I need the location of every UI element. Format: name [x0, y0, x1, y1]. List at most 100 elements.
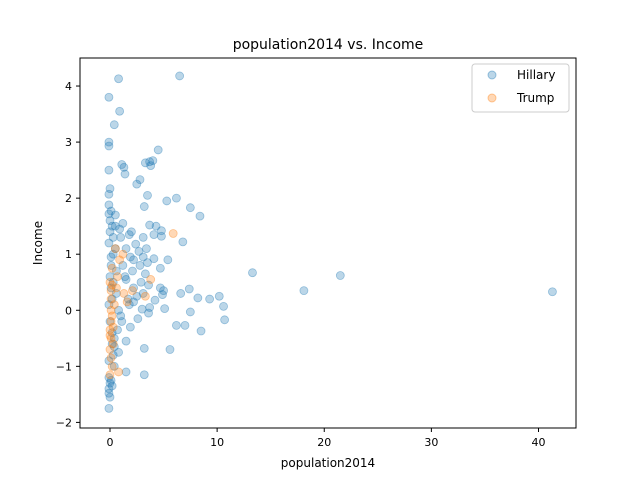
- data-point-hillary: [117, 160, 127, 169]
- data-point-hillary: [129, 255, 138, 265]
- data-point-trump: [107, 263, 117, 273]
- data-point-trump: [105, 325, 115, 335]
- data-point-hillary: [155, 283, 165, 293]
- data-point-hillary: [106, 375, 116, 385]
- data-point-hillary: [105, 272, 115, 282]
- data-point-hillary: [127, 227, 136, 237]
- data-point-hillary: [104, 189, 114, 199]
- data-point-hillary: [107, 221, 117, 231]
- data-point-hillary: [105, 392, 115, 402]
- data-point-hillary: [109, 361, 119, 371]
- data-point-hillary: [139, 202, 149, 211]
- data-point-hillary: [142, 244, 151, 254]
- data-point-hillary: [115, 224, 125, 234]
- y-axis-label: Income: [31, 221, 45, 265]
- data-point-hillary: [104, 238, 114, 248]
- data-point-hillary: [145, 157, 155, 167]
- data-point-hillary: [157, 231, 166, 241]
- data-point-hillary: [107, 339, 117, 349]
- data-point-trump: [114, 367, 123, 377]
- data-point-hillary: [196, 326, 206, 336]
- data-point-hillary: [114, 347, 123, 357]
- data-point-hillary: [155, 263, 165, 273]
- data-point-hillary: [139, 370, 149, 380]
- data-point-trump: [112, 283, 121, 293]
- legend-marker-trump: [487, 93, 497, 103]
- data-point-hillary: [104, 388, 114, 398]
- data-point-hillary: [140, 158, 150, 168]
- data-point-hillary: [149, 230, 159, 239]
- data-point-hillary: [135, 261, 145, 270]
- data-point-trump: [118, 249, 128, 259]
- data-point-hillary: [144, 308, 153, 318]
- data-point-hillary: [165, 345, 175, 354]
- y-tick-label: 2: [65, 192, 72, 205]
- y-axis: −2 −1 0 1 2 3 4: [56, 80, 80, 429]
- data-point-hillary: [143, 190, 152, 200]
- data-point-hillary: [140, 269, 150, 279]
- data-point-hillary: [175, 71, 185, 81]
- data-point-hillary: [106, 283, 116, 293]
- data-point-hillary: [121, 336, 131, 346]
- x-axis: 0 10 20 30 40: [106, 428, 546, 449]
- data-point-hillary: [299, 286, 309, 296]
- data-point-hillary: [124, 300, 134, 310]
- data-point-hillary: [112, 266, 121, 276]
- x-tick-label: 0: [106, 436, 113, 449]
- data-point-trump: [106, 286, 116, 296]
- data-point-hillary: [129, 297, 138, 307]
- data-point-hillary: [193, 293, 203, 303]
- data-point-trump: [107, 311, 117, 321]
- data-point-hillary: [185, 203, 195, 213]
- data-point-hillary: [104, 165, 114, 175]
- data-point-hillary: [104, 141, 114, 151]
- legend-marker-hillary: [487, 70, 497, 80]
- data-point-trump: [106, 333, 116, 343]
- data-point-hillary: [128, 266, 137, 276]
- axes-frame: [79, 57, 577, 429]
- data-point-hillary: [178, 237, 188, 247]
- data-point-hillary: [114, 305, 123, 315]
- data-point-hillary: [195, 211, 205, 221]
- data-point-hillary: [133, 314, 143, 324]
- data-point-trump: [105, 331, 115, 340]
- x-tick-label: 20: [317, 436, 331, 449]
- data-point-hillary: [105, 317, 115, 326]
- legend-label-hillary: Hillary: [517, 68, 555, 82]
- data-point-hillary: [108, 350, 118, 360]
- data-point-hillary: [146, 161, 156, 171]
- x-tick-label: 40: [532, 436, 546, 449]
- data-point-hillary: [180, 321, 190, 330]
- data-point-hillary: [106, 261, 116, 270]
- data-point-hillary: [104, 300, 114, 310]
- data-point-hillary: [108, 232, 118, 242]
- data-point-hillary: [138, 289, 148, 298]
- data-point-hillary: [145, 220, 155, 230]
- y-tick-label: −2: [56, 416, 72, 429]
- data-point-hillary: [104, 373, 114, 382]
- x-tick-label: 10: [210, 436, 224, 449]
- data-point-hillary: [143, 258, 152, 268]
- data-point-hillary: [116, 311, 126, 321]
- data-point-hillary: [131, 239, 141, 249]
- data-point-hillary: [132, 179, 142, 189]
- data-point-trump: [128, 286, 137, 296]
- data-point-hillary: [118, 261, 128, 270]
- data-point-hillary: [172, 321, 181, 330]
- data-point-hillary: [110, 244, 120, 254]
- data-point-hillary: [137, 304, 147, 314]
- data-point-hillary: [159, 286, 168, 296]
- series-hillary: [104, 71, 557, 413]
- data-point-trump: [109, 300, 119, 310]
- data-point-trump: [106, 305, 116, 315]
- data-point-trump: [110, 244, 120, 254]
- plot-background: [80, 58, 576, 428]
- x-axis-label: population2014: [281, 456, 375, 470]
- data-point-trump: [122, 297, 132, 307]
- data-point-hillary: [107, 381, 117, 391]
- data-point-trump: [113, 272, 122, 282]
- data-point-trump: [106, 317, 116, 326]
- data-point-hillary: [118, 218, 128, 228]
- data-point-hillary: [162, 196, 172, 206]
